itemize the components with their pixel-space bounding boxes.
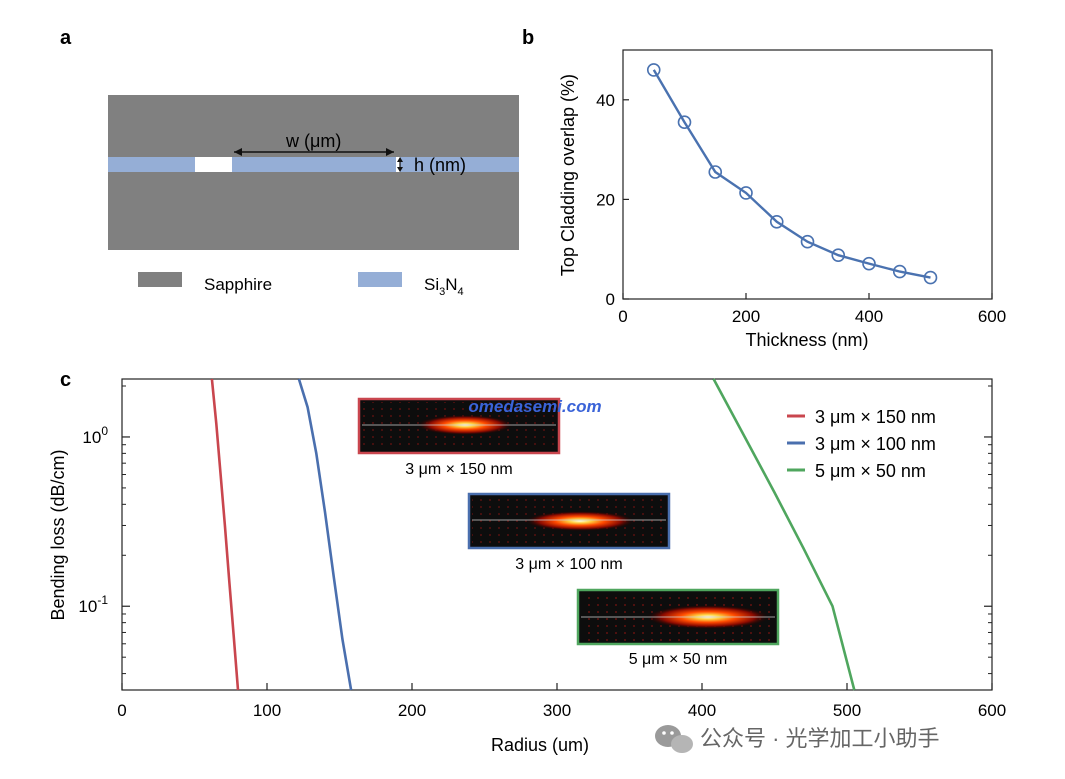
- chart-c-xtick-label: 600: [978, 701, 1006, 720]
- chart-c-legend: 3 μm × 150 nm 3 μm × 100 nm 5 μm × 50 nm: [787, 407, 936, 481]
- chart-c-xtick-label: 300: [543, 701, 571, 720]
- panel-a-legend: Sapphire Si3N4: [138, 272, 464, 298]
- inset-mode-100nm: 3 μm × 100 nm: [467, 492, 671, 573]
- chart-b-ytick-label: 20: [596, 190, 615, 209]
- chart-b-ytick-label: 0: [606, 290, 615, 309]
- inset-mode-glow-100nm: [525, 511, 635, 531]
- legend-label-sapphire: Sapphire: [204, 275, 272, 294]
- chart-c-xtick-label: 400: [688, 701, 716, 720]
- chart-c-legend-label: 5 μm × 50 nm: [815, 461, 926, 481]
- legend-label-si3n4: Si3N4: [424, 275, 464, 298]
- inset-caption-50nm: 5 μm × 50 nm: [629, 651, 728, 668]
- chart-b-point: [892, 264, 907, 279]
- chart-b-point: [923, 270, 938, 285]
- panel-a-label: a: [60, 27, 72, 49]
- panel-a-diagram: w (μm) h (nm): [108, 95, 519, 250]
- chart-b-point: [708, 165, 723, 179]
- chart-b-xtick-label: 200: [732, 307, 760, 326]
- chart-b-ytick-label: 40: [596, 91, 615, 110]
- chart-b-xlabel: Thickness (nm): [745, 330, 868, 350]
- height-label: h (nm): [414, 155, 466, 175]
- footer-account-text: 公众号 · 光学加工小助手: [700, 726, 940, 751]
- chart-c-legend-label: 3 μm × 100 nm: [815, 434, 936, 454]
- chart-c-series-line-1: [297, 378, 353, 691]
- chart-b-point: [739, 186, 753, 200]
- width-label: w (μm): [285, 131, 341, 151]
- chart-c-series-line-2: [712, 378, 856, 691]
- chart-c-xlabel: Radius (um): [491, 735, 589, 755]
- chart-b-frame: [622, 49, 993, 300]
- chart-c-xtick-label: 0: [117, 701, 126, 720]
- chart-c-xtick-label: 100: [253, 701, 281, 720]
- chart-b-point: [831, 248, 846, 262]
- chart-c-ylabel: Bending loss (dB/cm): [48, 449, 68, 620]
- chart-b-point: [800, 234, 815, 249]
- chart-b-point: [646, 63, 661, 77]
- chart-b-point: [677, 115, 692, 130]
- chart-b-ylabel: Top Cladding overlap (%): [558, 74, 578, 276]
- inset-caption-100nm: 3 μm × 100 nm: [515, 556, 623, 573]
- panel-b-label: b: [522, 27, 534, 49]
- chart-c: 0 100 200 300 400 500 600 100 10-1 3 μm × 150 nm…: [48, 378, 1006, 755]
- chart-c-xtick-label: 200: [398, 701, 426, 720]
- chart-c-ytick-label: 100: [82, 424, 108, 447]
- inset-mode-50nm: 5 μm × 50 nm: [576, 588, 780, 668]
- chart-c-ytick-label: 10-1: [78, 593, 108, 616]
- height-arrowheads: [397, 157, 403, 172]
- chart-b-xtick-label: 400: [855, 307, 883, 326]
- chart-b-xtick-label: 0: [618, 307, 627, 326]
- inset-caption-150nm: 3 μm × 150 nm: [405, 461, 513, 478]
- chart-c-legend-label: 3 μm × 150 nm: [815, 407, 936, 427]
- trench-gap-right: [396, 157, 400, 172]
- chart-b-series-line: [652, 69, 931, 279]
- legend-swatch-si3n4: [358, 272, 402, 287]
- trench-gap-left: [195, 157, 232, 172]
- inset-mode-150nm: 3 μm × 150 nm: [357, 397, 561, 478]
- panel-c-label: c: [60, 369, 71, 391]
- sapphire-substrate: [108, 95, 519, 250]
- chart-b-point: [862, 256, 876, 271]
- wechat-icon: [655, 725, 693, 753]
- footer-watermark: 公众号 · 光学加工小助手: [655, 725, 940, 753]
- watermark-text: omedasemi.com: [468, 397, 601, 416]
- chart-c-xtick-label: 500: [833, 701, 861, 720]
- legend-swatch-sapphire: [138, 272, 182, 287]
- chart-c-series-line-0: [210, 378, 240, 691]
- chart-b: 0 200 400 600 0 20 40 Thickness (nm) Top Cladd…: [558, 49, 1006, 350]
- chart-b-xtick-label: 600: [978, 307, 1006, 326]
- chart-b-point: [769, 215, 784, 229]
